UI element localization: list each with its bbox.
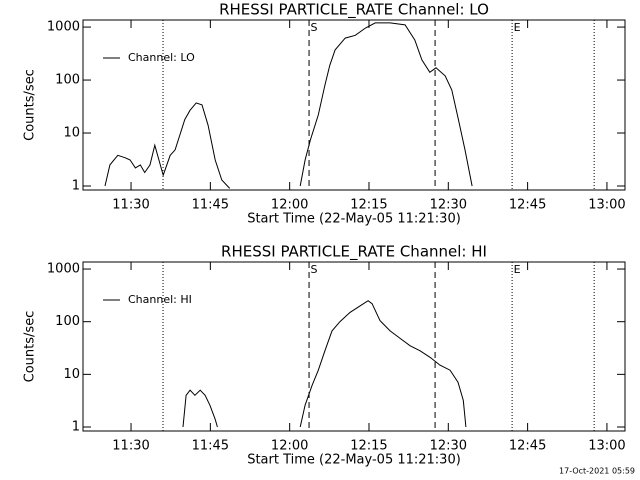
series-line xyxy=(182,300,467,428)
legend-label: Channel: HI xyxy=(128,293,192,306)
plot-frame xyxy=(82,19,626,191)
y-tick-label: 100 xyxy=(55,314,80,329)
x-tick-label: 12:30 xyxy=(430,198,467,213)
y-tick-label: 1000 xyxy=(47,20,80,35)
y-tick-label: 100 xyxy=(55,73,80,88)
y-tick-label: 10 xyxy=(63,367,80,382)
y-axis-label: Counts/sec xyxy=(23,69,38,141)
chart-title: RHESSI PARTICLE_RATE Channel: LO xyxy=(219,1,489,20)
y-tick-label: 10 xyxy=(63,126,80,141)
x-tick-label: 12:15 xyxy=(350,439,387,454)
x-tick-label: 12:00 xyxy=(271,198,308,213)
marker-label: E xyxy=(514,263,521,276)
x-tick-label: 11:30 xyxy=(112,198,149,213)
x-tick-label: 11:45 xyxy=(192,439,229,454)
x-tick-label: 11:30 xyxy=(112,439,149,454)
y-axis-label: Counts/sec xyxy=(23,311,38,383)
x-axis-label: Start Time (22-May-05 11:21:30) xyxy=(247,453,461,468)
legend-label: Channel: LO xyxy=(128,51,195,64)
y-tick-label: 1000 xyxy=(47,262,80,277)
x-tick-label: 12:45 xyxy=(509,198,546,213)
x-tick-label: 13:00 xyxy=(588,439,625,454)
x-tick-label: 12:30 xyxy=(430,439,467,454)
footer: 17-Oct-2021 05:59 xyxy=(559,467,635,476)
x-tick-label: 12:15 xyxy=(350,198,387,213)
marker-label: E xyxy=(514,21,521,34)
y-tick-label: 1 xyxy=(72,420,80,435)
marker-label: S xyxy=(311,263,318,276)
y-tick-label: 1 xyxy=(72,178,80,193)
x-tick-label: 12:45 xyxy=(509,439,546,454)
series-line xyxy=(104,22,473,189)
plot-frame xyxy=(82,261,626,432)
x-tick-label: 11:45 xyxy=(192,198,229,213)
chart-title: RHESSI PARTICLE_RATE Channel: HI xyxy=(221,243,487,262)
x-axis-label: Start Time (22-May-05 11:21:30) xyxy=(247,212,461,227)
marker-label: S xyxy=(311,21,318,34)
x-tick-label: 13:00 xyxy=(588,198,625,213)
x-tick-label: 12:00 xyxy=(271,439,308,454)
